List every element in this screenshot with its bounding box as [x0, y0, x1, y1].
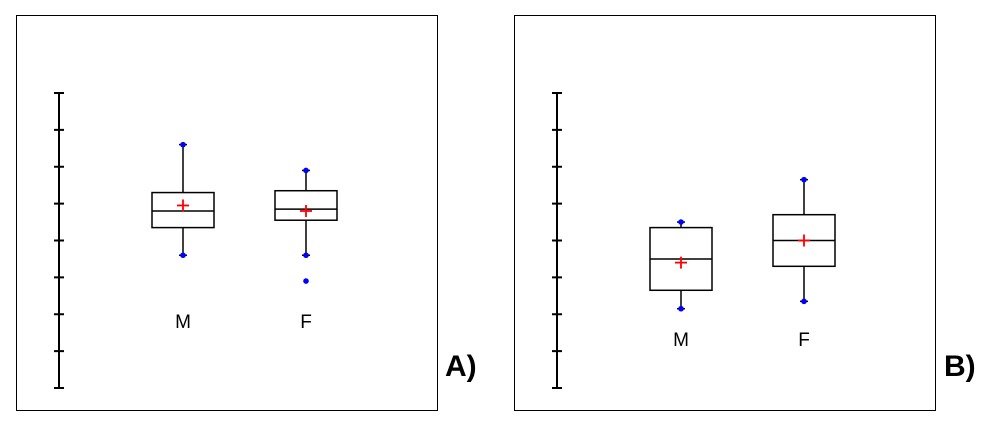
iqr-box	[151, 191, 215, 229]
category-label: M	[175, 312, 191, 333]
category-label: F	[798, 330, 810, 351]
whisker-high-point	[801, 176, 807, 183]
whisker-low-point	[180, 252, 186, 259]
iqr-box	[274, 189, 338, 221]
whisker-low-point	[801, 298, 807, 305]
outlier-point	[303, 278, 309, 284]
whisker-high-point	[180, 141, 186, 148]
whisker-high-point	[678, 219, 684, 225]
category-label: F	[300, 312, 312, 333]
whisker-low-point	[678, 305, 684, 312]
category-label: M	[673, 330, 689, 351]
panel-tag-b: B)	[944, 350, 976, 383]
whisker-low-point	[303, 252, 309, 259]
whisker-high-point	[303, 167, 309, 174]
panel-tag-a: A)	[445, 350, 477, 383]
